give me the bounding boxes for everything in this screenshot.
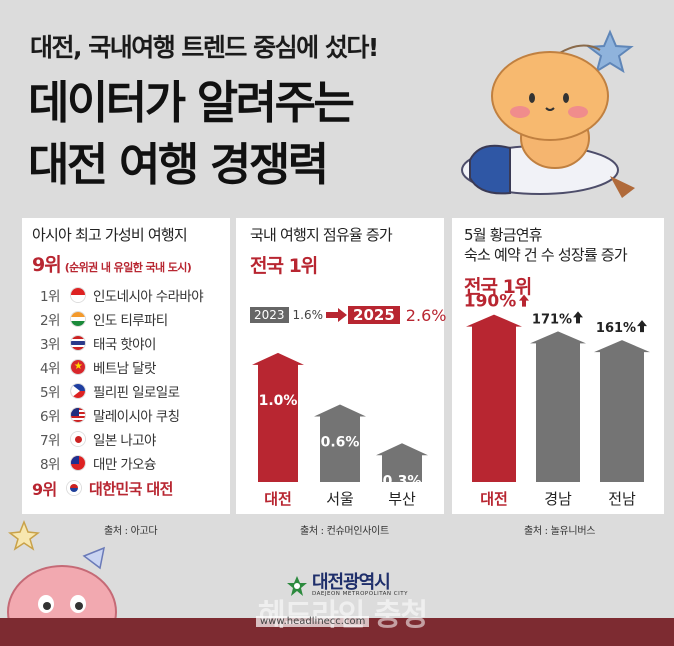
arrow-right-icon [326, 308, 348, 322]
header-title-line2: 대전 여행 경쟁력 [28, 138, 329, 191]
city-logo: 대전광역시 DAEJEON METROPOLITAN CITY [286, 574, 408, 598]
panel3-source: 출처 : 놀유니버스 [524, 526, 596, 537]
ranking-city: 태국 핫야이 [93, 337, 156, 353]
from-year-badge: 2023 [250, 307, 289, 323]
ranking-rank: 3위 [40, 337, 60, 353]
watermark-url: www.headlinecc.com [256, 616, 370, 627]
logo-name: 대전광역시 [312, 572, 391, 593]
ranking-city: 인도네시아 수라바야 [93, 289, 204, 305]
ranking-rank: 7위 [40, 433, 60, 449]
bar-1 [530, 331, 586, 482]
panel1-headline: 9위 (순위권 내 유일한 국내 도시) [32, 250, 192, 277]
year-comparison: 2023 1.6% 2025 2.6% [250, 304, 446, 326]
bar-2 [594, 340, 650, 482]
panel2-title: 국내 여행지 점유율 증가 [250, 226, 393, 244]
ranking-row: 4위 ★ 베트남 달랏 [40, 356, 156, 378]
logo-subtext: DAEJEON METROPOLITAN CITY [312, 591, 408, 597]
ranking-rank: 9위 [32, 480, 57, 499]
ranking-city: 말레이시아 쿠칭 [93, 409, 180, 425]
header-subtitle: 대전, 국내여행 트렌드 중심에 섰다! [30, 33, 379, 62]
header-title-line1: 데이터가 알려주는 [28, 76, 355, 129]
ranking-row: 1위 인도네시아 수라바야 [40, 284, 204, 306]
panel-share-increase: 국내 여행지 점유율 증가 전국 1위 2023 1.6% 2025 2.6% … [236, 218, 446, 514]
ranking-row: 8위 대만 가오슝 [40, 452, 156, 474]
ranking-row: 3위 태국 핫야이 [40, 332, 156, 354]
to-value: 2.6% [405, 305, 447, 325]
panel1-rank-note: (순위권 내 유일한 국내 도시) [64, 261, 192, 274]
taiwan-flag-icon [70, 455, 86, 471]
malaysia-flag-icon [70, 407, 86, 423]
japan-flag-icon [70, 431, 86, 447]
star-icon [586, 29, 634, 74]
daejeon-logo-icon [287, 575, 307, 596]
from-value: 1.6% [292, 308, 324, 322]
bar-value-label: 161% [596, 321, 636, 336]
up-arrow-icon [519, 294, 529, 307]
star-icon [8, 519, 40, 551]
ranking-row: 2위 인도 티루파티 [40, 308, 168, 330]
ranking-rank: 6위 [40, 409, 60, 425]
category-label: 전남 [608, 490, 636, 508]
bar-value-label: 1.0% [259, 393, 298, 409]
category-label: 경남 [544, 490, 572, 508]
ranking-city: 일본 나고야 [93, 433, 156, 449]
ranking-row: 9위 대한민국 대전 [32, 477, 173, 500]
bar-value-label: 190% [464, 292, 517, 312]
ranking-rank: 4위 [40, 361, 60, 377]
ranking-row: 7위 일본 나고야 [40, 428, 156, 450]
up-arrow-icon [637, 320, 647, 333]
indonesia-flag-icon [70, 287, 86, 303]
korea-flag-icon [66, 480, 82, 496]
panel1-source: 출처 : 아고다 [104, 526, 158, 537]
india-flag-icon [70, 311, 86, 327]
ranking-rank: 1위 [40, 289, 60, 305]
ranking-rank: 8위 [40, 457, 60, 473]
ranking-city: 인도 티루파티 [93, 313, 168, 329]
bar-value-label: 0.3% [383, 473, 422, 489]
bar-0 [252, 352, 304, 482]
category-label: 대전 [480, 490, 508, 508]
panel2-headline: 전국 1위 [250, 255, 318, 277]
category-label: 서울 [326, 490, 354, 508]
panel3-title-line2: 숙소 예약 건 수 성장률 증가 [464, 246, 628, 264]
bar-0 [466, 314, 522, 482]
ranking-city: 베트남 달랏 [93, 361, 156, 377]
category-label: 대전 [264, 490, 292, 508]
vietnam-flag-icon: ★ [70, 359, 86, 375]
panel1-title: 아시아 최고 가성비 여행지 [32, 226, 188, 244]
panel3-headline: 전국 1위 [464, 276, 532, 298]
panel1-rank-big: 9위 [32, 254, 62, 276]
panel2-source: 출처 : 컨슈머인사이트 [300, 526, 389, 537]
bar-2 [376, 443, 428, 482]
ranking-row: 5위 필리핀 일로일로 [40, 380, 180, 402]
ranking-rank: 2위 [40, 313, 60, 329]
thailand-flag-icon [70, 335, 86, 351]
ranking-city: 대만 가오슝 [93, 457, 156, 473]
watermark-text: 헤드라인 충청 [258, 598, 428, 633]
ranking-city: 대한민국 대전 [89, 479, 173, 498]
mascot-rocket-illustration [461, 29, 635, 198]
bar-value-label: 0.6% [321, 435, 360, 451]
ranking-city: 필리핀 일로일로 [93, 385, 180, 401]
bar-1 [314, 404, 366, 482]
panel-booking-growth: 5월 황금연휴 숙소 예약 건 수 성장률 증가 전국 1위 190% 대전 171… [452, 218, 664, 514]
to-year-badge: 2025 [348, 306, 400, 324]
growth-bar-chart: 190% 대전 171% 경남 161% 전남 [464, 292, 650, 508]
share-bar-chart: 1.0% 대전 0.6% 서울 0.3%부산 [252, 352, 428, 508]
ranking-rank: 5위 [40, 385, 60, 401]
up-arrow-icon [573, 311, 583, 324]
panel3-title-line1: 5월 황금연휴 [464, 226, 543, 244]
ranking-row: 6위 말레이시아 쿠칭 [40, 404, 180, 426]
philippines-flag-icon [70, 383, 86, 399]
category-label: 부산 [388, 490, 416, 508]
bar-value-label: 171% [532, 312, 572, 327]
